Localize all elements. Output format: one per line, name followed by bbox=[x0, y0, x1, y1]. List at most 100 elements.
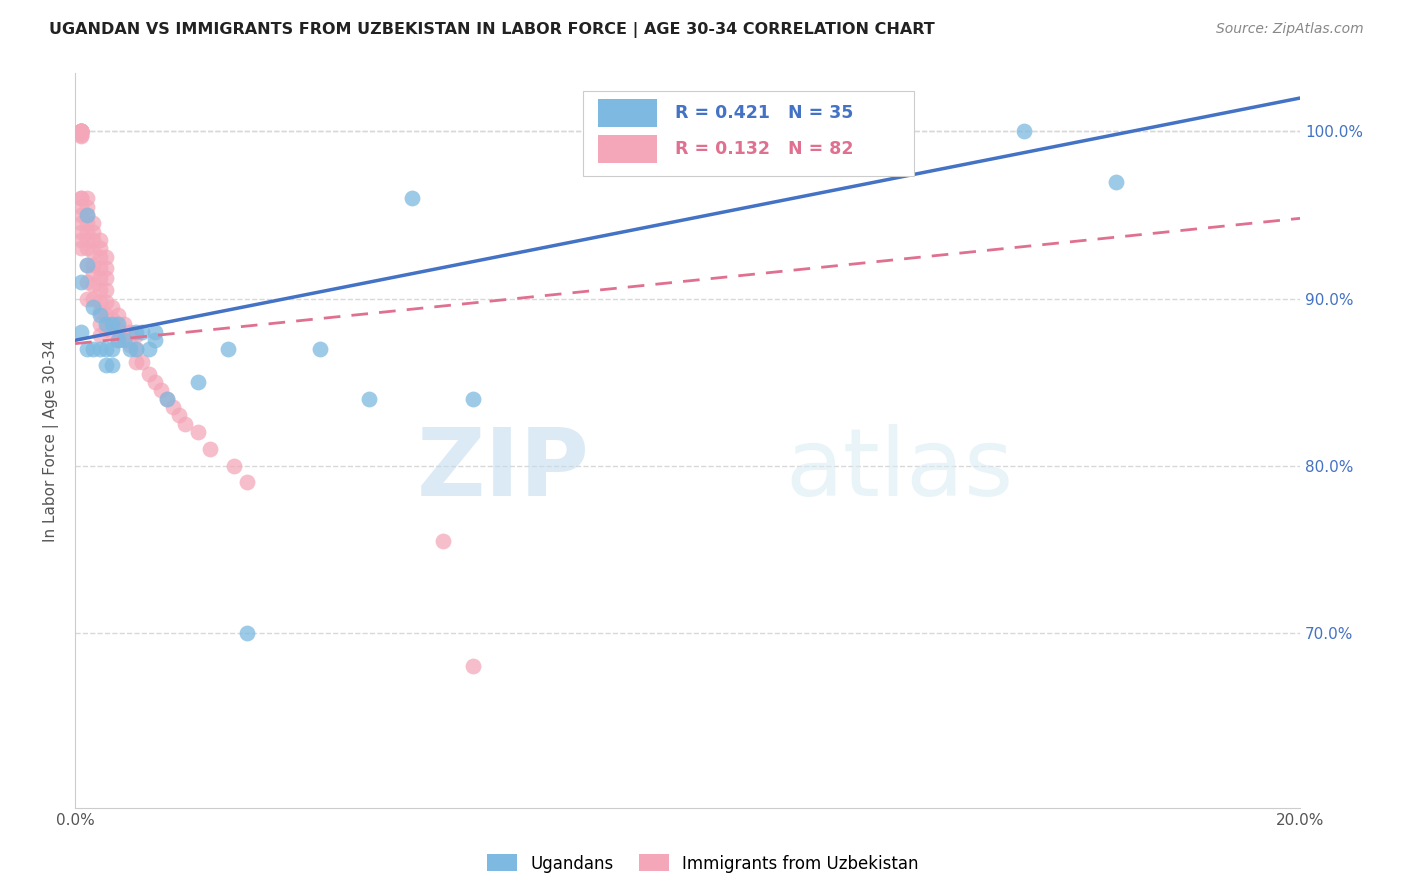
Point bbox=[70, 124, 93, 138]
Point bbox=[107, 333, 129, 347]
Point bbox=[70, 126, 93, 140]
Point bbox=[138, 367, 160, 381]
Point bbox=[112, 333, 135, 347]
Text: R = 0.132   N = 82: R = 0.132 N = 82 bbox=[675, 140, 853, 158]
Point bbox=[120, 342, 142, 356]
Point bbox=[70, 124, 93, 138]
Point bbox=[125, 342, 148, 356]
Point bbox=[70, 124, 93, 138]
Text: UGANDAN VS IMMIGRANTS FROM UZBEKISTAN IN LABOR FORCE | AGE 30-34 CORRELATION CHA: UGANDAN VS IMMIGRANTS FROM UZBEKISTAN IN… bbox=[49, 22, 935, 38]
Point bbox=[174, 417, 197, 431]
Point bbox=[94, 283, 117, 297]
Point bbox=[89, 308, 111, 322]
Point bbox=[76, 275, 98, 289]
Point bbox=[149, 384, 172, 398]
Point bbox=[156, 392, 179, 406]
Point bbox=[76, 258, 98, 272]
Point bbox=[76, 208, 98, 222]
Point bbox=[120, 338, 142, 352]
Point bbox=[101, 317, 124, 331]
Point bbox=[82, 244, 104, 259]
Point bbox=[131, 355, 153, 369]
Point bbox=[82, 342, 104, 356]
Point bbox=[82, 292, 104, 306]
Point bbox=[432, 533, 454, 548]
Point bbox=[94, 261, 117, 276]
Point bbox=[89, 283, 111, 297]
FancyBboxPatch shape bbox=[583, 91, 914, 176]
Point bbox=[131, 325, 153, 339]
Point bbox=[112, 317, 135, 331]
Point bbox=[94, 317, 117, 331]
Point bbox=[125, 328, 148, 343]
Point bbox=[107, 333, 129, 347]
Point bbox=[224, 458, 246, 473]
Point bbox=[89, 241, 111, 255]
Point bbox=[101, 342, 124, 356]
Point bbox=[89, 305, 111, 319]
Point bbox=[94, 359, 117, 373]
FancyBboxPatch shape bbox=[598, 99, 657, 128]
Point bbox=[70, 124, 93, 138]
Point bbox=[82, 278, 104, 293]
Point bbox=[89, 250, 111, 264]
Point bbox=[357, 392, 380, 406]
Point bbox=[70, 216, 93, 230]
Point bbox=[143, 333, 166, 347]
Point bbox=[89, 328, 111, 343]
Point bbox=[70, 241, 93, 255]
Point bbox=[94, 342, 117, 356]
Point bbox=[125, 342, 148, 356]
Point bbox=[76, 225, 98, 239]
Point bbox=[125, 325, 148, 339]
Point bbox=[82, 233, 104, 247]
Point bbox=[82, 225, 104, 239]
Point bbox=[138, 342, 160, 356]
Text: Source: ZipAtlas.com: Source: ZipAtlas.com bbox=[1216, 22, 1364, 37]
Point bbox=[89, 342, 111, 356]
Point bbox=[76, 233, 98, 247]
Point bbox=[1105, 175, 1128, 189]
Point bbox=[107, 321, 129, 335]
Point bbox=[94, 250, 117, 264]
Point bbox=[70, 191, 93, 205]
Y-axis label: In Labor Force | Age 30-34: In Labor Force | Age 30-34 bbox=[44, 339, 59, 541]
Point bbox=[94, 294, 117, 309]
Point bbox=[70, 124, 93, 138]
Point bbox=[76, 191, 98, 205]
Point bbox=[463, 659, 485, 673]
Point bbox=[94, 321, 117, 335]
Point bbox=[187, 425, 209, 440]
Point bbox=[70, 275, 93, 289]
Point bbox=[76, 292, 98, 306]
Point bbox=[235, 475, 257, 490]
Point bbox=[82, 300, 104, 314]
Point bbox=[70, 208, 93, 222]
Point bbox=[101, 359, 124, 373]
Point bbox=[89, 233, 111, 247]
Point bbox=[217, 342, 239, 356]
Point bbox=[70, 191, 93, 205]
Point bbox=[101, 300, 124, 314]
Point bbox=[89, 294, 111, 309]
Point bbox=[70, 128, 93, 142]
Point bbox=[120, 325, 142, 339]
Point bbox=[112, 328, 135, 343]
Point bbox=[94, 308, 117, 322]
Point bbox=[101, 325, 124, 339]
Point bbox=[89, 317, 111, 331]
Point bbox=[125, 355, 148, 369]
Point bbox=[70, 124, 93, 138]
Point bbox=[143, 325, 166, 339]
Point bbox=[70, 233, 93, 247]
Point bbox=[76, 208, 98, 222]
Text: atlas: atlas bbox=[786, 424, 1014, 516]
Point bbox=[70, 124, 93, 138]
Point bbox=[187, 375, 209, 389]
Point bbox=[76, 258, 98, 272]
Point bbox=[143, 375, 166, 389]
Point bbox=[89, 261, 111, 276]
FancyBboxPatch shape bbox=[598, 135, 657, 162]
Point bbox=[156, 392, 179, 406]
Point bbox=[309, 342, 332, 356]
